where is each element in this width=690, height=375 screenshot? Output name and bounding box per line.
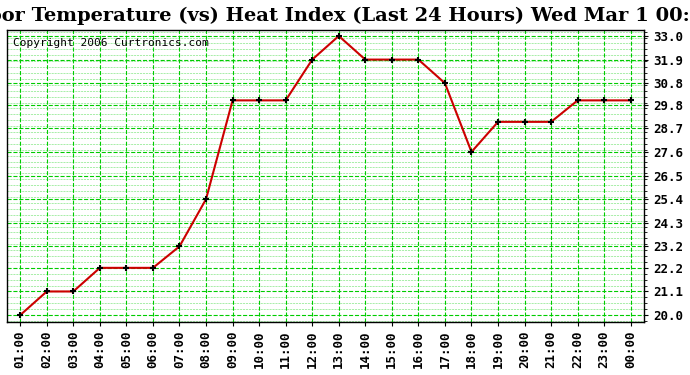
Text: Copyright 2006 Curtronics.com: Copyright 2006 Curtronics.com	[13, 38, 209, 48]
Title: Outdoor Temperature (vs) Heat Index (Last 24 Hours) Wed Mar 1 00:00: Outdoor Temperature (vs) Heat Index (Las…	[0, 7, 690, 25]
